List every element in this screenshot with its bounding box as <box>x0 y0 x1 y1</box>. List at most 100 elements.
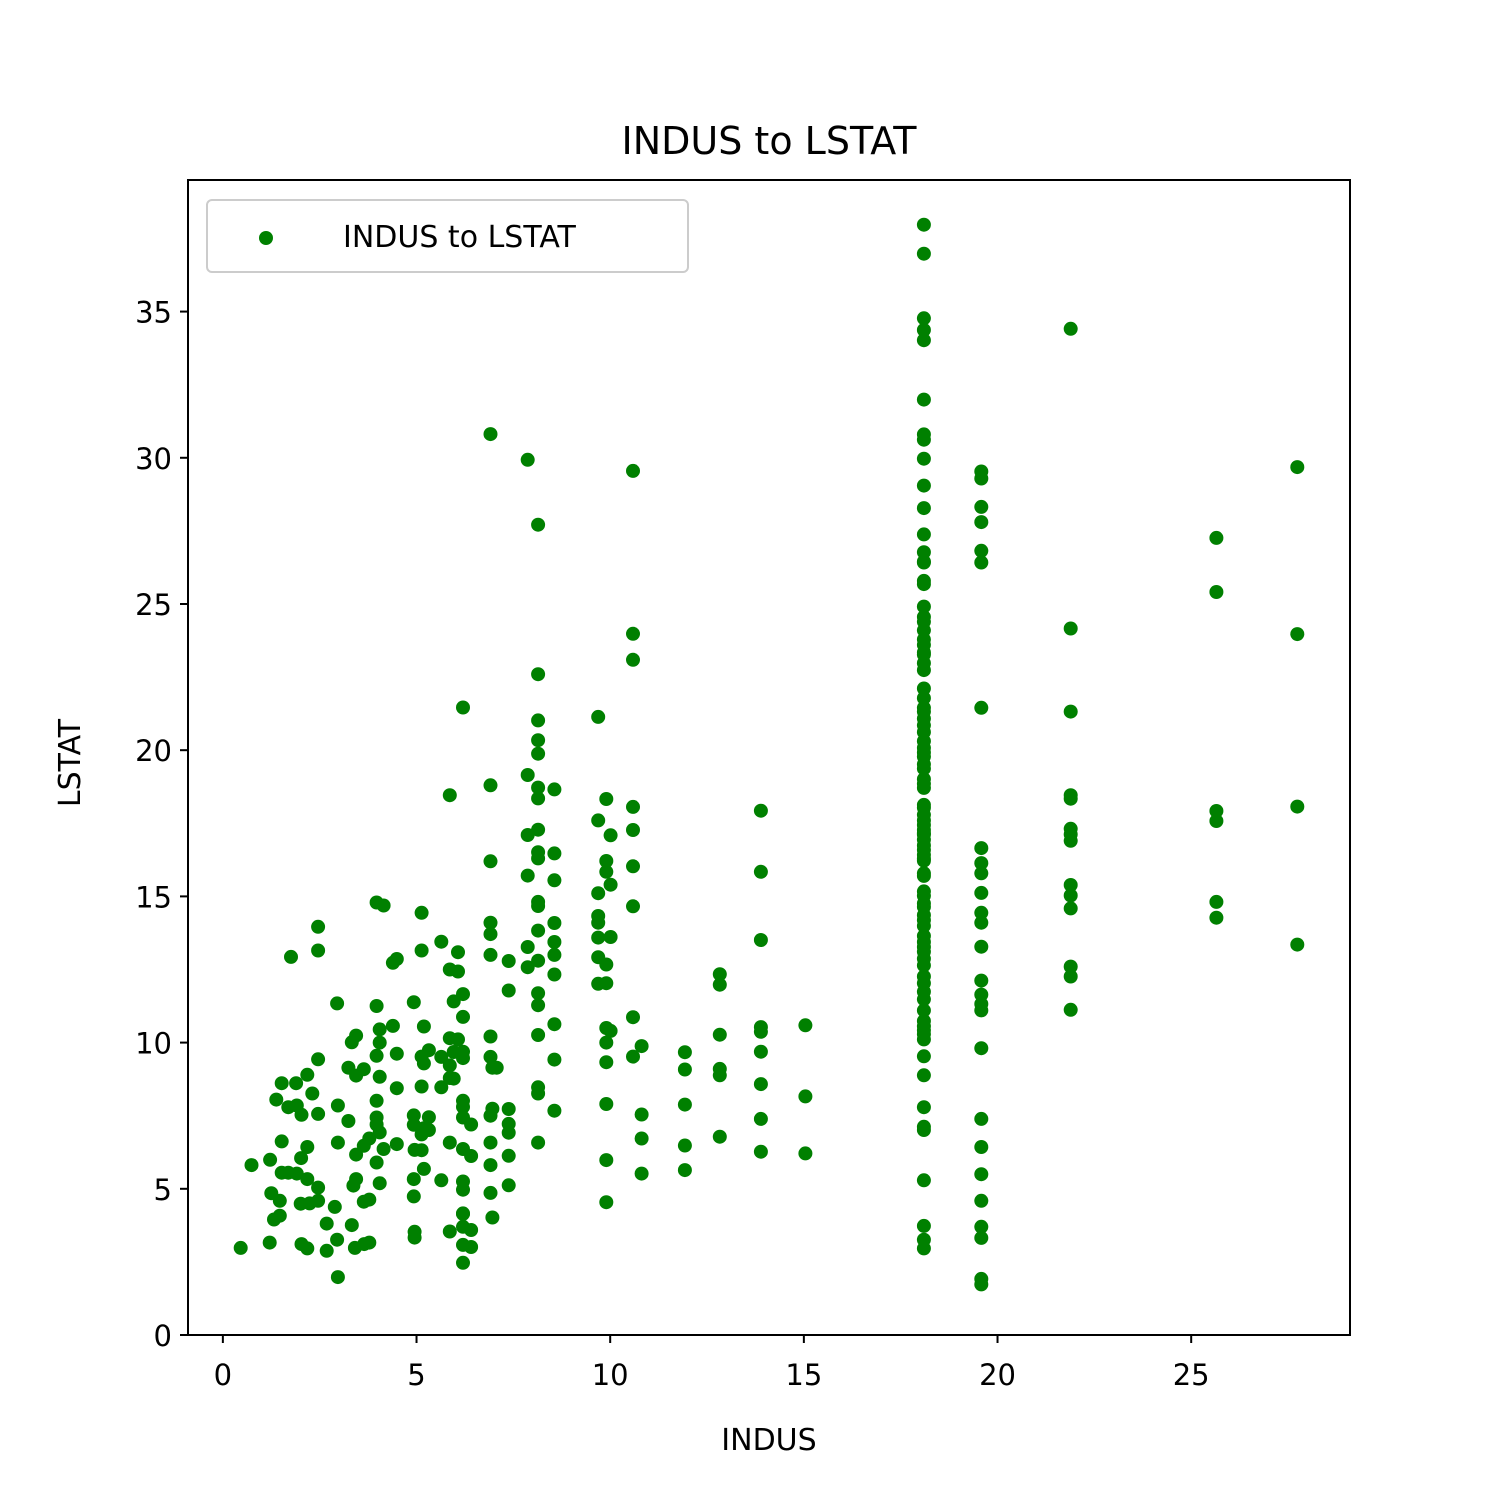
data-point <box>416 1056 431 1071</box>
data-point <box>916 1218 931 1233</box>
data-point <box>798 1018 813 1033</box>
data-point <box>753 1024 768 1039</box>
data-point <box>916 501 931 516</box>
data-point <box>1063 878 1078 892</box>
y-tick-label: 15 <box>135 880 172 914</box>
data-point <box>369 1155 384 1170</box>
data-point <box>483 927 498 942</box>
data-point <box>531 791 546 806</box>
data-point <box>501 954 516 968</box>
data-point <box>356 1062 371 1077</box>
data-point <box>531 822 546 837</box>
data-point <box>603 877 618 892</box>
data-point <box>406 1189 421 1204</box>
x-axis-label: INDUS <box>721 1423 816 1458</box>
data-point <box>916 663 931 678</box>
data-point <box>389 952 404 966</box>
data-point <box>369 1048 384 1063</box>
y-tick-label: 30 <box>135 442 172 476</box>
data-point <box>416 1019 431 1034</box>
data-point <box>599 1035 614 1050</box>
data-point <box>319 1216 334 1231</box>
data-point <box>599 976 614 991</box>
data-point <box>269 1092 284 1107</box>
data-point <box>916 392 931 407</box>
data-point <box>330 1232 345 1247</box>
data-point <box>1063 833 1078 848</box>
data-point <box>1063 621 1078 636</box>
data-point <box>501 983 516 998</box>
data-point <box>289 1166 304 1181</box>
data-point <box>753 1044 768 1059</box>
data-point <box>531 1135 546 1150</box>
data-point <box>916 1003 931 1018</box>
data-point <box>372 1069 387 1084</box>
data-point <box>330 1098 345 1113</box>
data-point <box>798 1146 813 1161</box>
data-point <box>916 868 931 883</box>
x-axis-ticks: 0 5 10 15 20 25 <box>214 1335 1210 1392</box>
data-point <box>1063 888 1078 903</box>
data-point <box>376 1142 391 1156</box>
data-point <box>311 1193 326 1208</box>
data-point <box>591 886 606 901</box>
data-point <box>416 1161 431 1176</box>
data-point <box>603 1023 618 1038</box>
data-point <box>372 1125 387 1140</box>
data-point <box>531 667 546 682</box>
data-point <box>916 333 931 348</box>
data-point <box>626 626 640 641</box>
data-point <box>372 1022 387 1037</box>
data-point <box>974 1167 989 1182</box>
data-point <box>456 1044 470 1059</box>
data-point <box>974 1003 989 1018</box>
data-point <box>1063 959 1078 974</box>
data-point <box>1290 937 1305 952</box>
data-point <box>916 527 931 542</box>
data-point <box>1063 969 1078 984</box>
data-point <box>501 1178 516 1193</box>
data-point <box>311 1052 326 1067</box>
y-tick-label: 25 <box>135 588 172 622</box>
data-point <box>531 998 546 1013</box>
data-point <box>547 846 562 861</box>
data-point <box>603 828 618 843</box>
data-point <box>434 1173 449 1188</box>
data-point <box>547 935 562 949</box>
data-point <box>1209 585 1224 599</box>
data-point <box>916 1173 931 1188</box>
data-point <box>330 1270 345 1285</box>
data-point <box>599 792 614 806</box>
data-point <box>446 1071 461 1086</box>
data-point <box>489 1060 504 1075</box>
data-point <box>305 1086 320 1101</box>
data-point <box>547 873 562 888</box>
data-point <box>464 1240 479 1254</box>
data-point <box>531 1028 546 1042</box>
data-point <box>599 1055 614 1070</box>
data-point <box>916 1068 931 1083</box>
data-point <box>916 311 931 326</box>
data-point <box>1290 627 1305 642</box>
data-points <box>233 217 1305 1292</box>
x-tick-label: 0 <box>214 1358 232 1392</box>
data-point <box>483 1185 498 1200</box>
data-point <box>531 517 546 532</box>
data-point <box>372 1176 387 1191</box>
data-point <box>916 577 931 592</box>
data-point <box>330 1135 345 1150</box>
data-point <box>311 1106 326 1121</box>
data-point <box>389 1137 404 1152</box>
data-point <box>974 1193 989 1208</box>
data-point <box>442 788 457 803</box>
data-point <box>456 1099 470 1114</box>
data-point <box>753 864 768 879</box>
data-point <box>547 1103 562 1118</box>
data-point <box>531 713 546 728</box>
plot-frame <box>187 179 1351 1336</box>
data-point <box>300 1172 315 1187</box>
data-point <box>451 964 465 979</box>
data-point <box>407 1224 422 1239</box>
legend-label: INDUS to LSTAT <box>343 220 577 255</box>
data-point <box>300 1140 315 1154</box>
